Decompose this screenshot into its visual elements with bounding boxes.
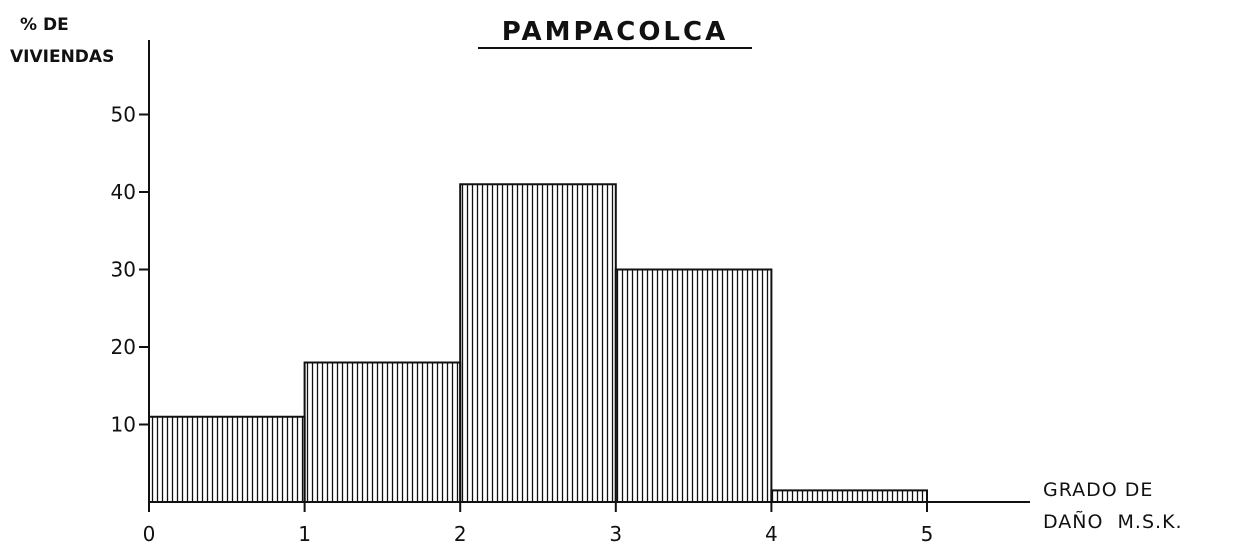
x-tick-label-4: 4 [765,522,778,545]
y-tick-label-2: 30 [111,258,136,282]
x-ticks-group: 0 1 2 3 4 5 [143,502,934,545]
y-tick-label-4: 50 [111,103,136,127]
x-tick-label-0: 0 [143,522,156,545]
y-tick-label-0: 10 [111,413,136,437]
y-ticks-group: 10 20 30 40 50 [111,103,149,437]
bars-group [148,183,929,503]
histogram-bar-4 [770,489,929,503]
y-tick-label-3: 40 [111,180,136,204]
histogram-bar-3 [614,268,773,503]
histogram-bar-2 [459,183,617,503]
x-tick-label-3: 3 [609,522,622,545]
x-tick-label-5: 5 [921,522,934,545]
histogram-bar-0 [148,415,306,503]
x-axis-label-line-1: GRADO DE [1043,479,1153,501]
histogram-bar-1 [303,361,462,503]
y-axis-label-line-1: % DE [20,15,69,35]
x-tick-label-1: 1 [298,522,311,545]
chart-title: PAMPACOLCA [502,17,728,47]
x-tick-label-2: 2 [454,522,467,545]
y-axis-label-line-2: VIVIENDAS [10,47,114,67]
y-tick-label-1: 20 [111,335,136,359]
x-axis-label-line-2: DAÑO M.S.K. [1043,510,1183,533]
